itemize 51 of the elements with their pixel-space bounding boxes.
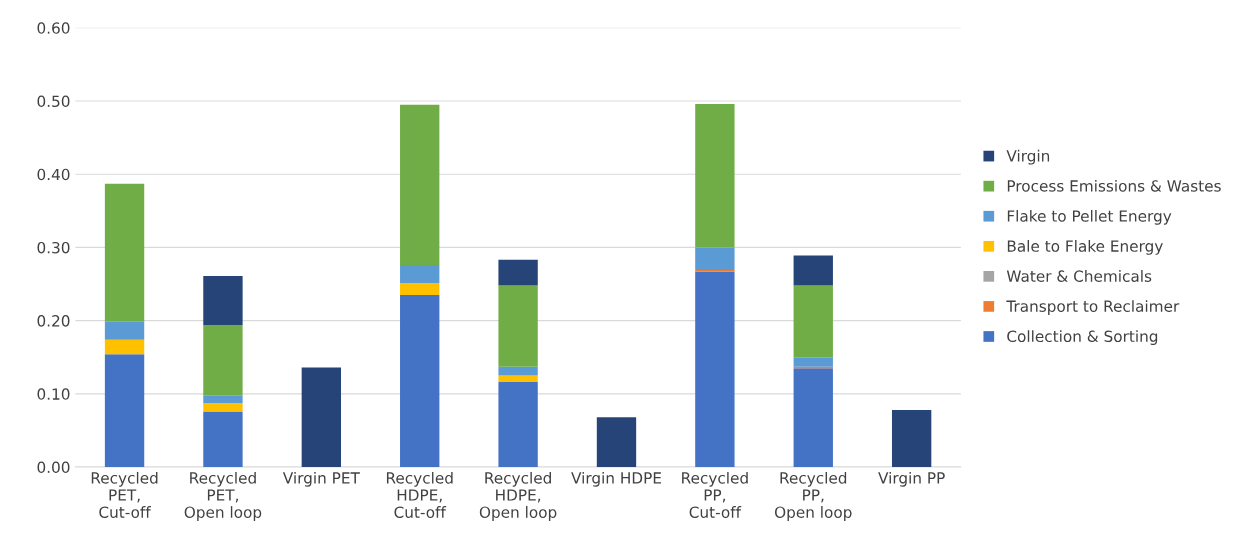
bar	[203, 395, 243, 404]
bar	[596, 417, 637, 468]
x-tick-label: Recycled PP, Cut-off	[682, 471, 748, 518]
bar	[498, 285, 538, 367]
bar	[498, 366, 538, 376]
x-tick-label: Virgin PET	[282, 471, 360, 487]
legend-label: Transport to Reclaimer	[1006, 300, 1180, 315]
legend-label: Collection & Sorting	[1007, 330, 1158, 345]
y-tick-label: 0.00	[37, 461, 70, 474]
x-tick-label: Recycled HDPE, Cut-off	[386, 471, 453, 518]
x-tick-label: Recycled PET, Open loop	[184, 471, 262, 521]
bar	[104, 339, 145, 355]
x-tick-label: Recycled HDPE, Open loop	[479, 471, 557, 521]
bar	[400, 295, 440, 468]
bar	[203, 403, 243, 412]
bar	[695, 103, 735, 248]
bar	[301, 367, 341, 468]
bar	[400, 104, 440, 265]
bar	[793, 255, 833, 286]
bar	[695, 247, 735, 271]
x-tick-label: Recycled PET, Cut-off	[91, 471, 158, 518]
bar	[203, 275, 243, 326]
bar	[400, 264, 440, 284]
bar	[400, 283, 440, 295]
bar	[104, 354, 145, 468]
x-tick-label: Virgin HDPE	[571, 471, 661, 487]
bar	[104, 321, 145, 340]
bar	[498, 382, 538, 468]
bar	[695, 271, 735, 468]
y-tick-label: 0.60	[37, 22, 70, 34]
y-tick-label: 0.20	[37, 315, 70, 327]
x-tick-label: Recycled PP, Open loop	[774, 471, 852, 521]
y-tick-label: 0.50	[37, 95, 70, 108]
y-tick-label: 0.40	[37, 168, 70, 181]
bar	[104, 183, 145, 322]
y-tick-label: 0.30	[37, 241, 70, 254]
legend-label: Flake to Pellet Energy	[1007, 209, 1172, 225]
bar	[793, 368, 833, 468]
bar	[793, 285, 833, 358]
bar	[793, 357, 833, 367]
bar	[498, 375, 538, 383]
legend-label: Bale to Flake Energy	[1007, 240, 1163, 255]
y-tick-label: 0.10	[37, 388, 70, 400]
bar	[203, 411, 243, 468]
bar	[203, 325, 243, 396]
x-tick-label: Virgin PP	[878, 471, 945, 487]
legend-label: Virgin	[1006, 149, 1050, 165]
legend-label: Water & Chemicals	[1006, 270, 1152, 282]
bar	[498, 259, 538, 286]
bar	[891, 409, 932, 468]
legend-label: Process Emissions & Wastes	[1007, 179, 1221, 192]
